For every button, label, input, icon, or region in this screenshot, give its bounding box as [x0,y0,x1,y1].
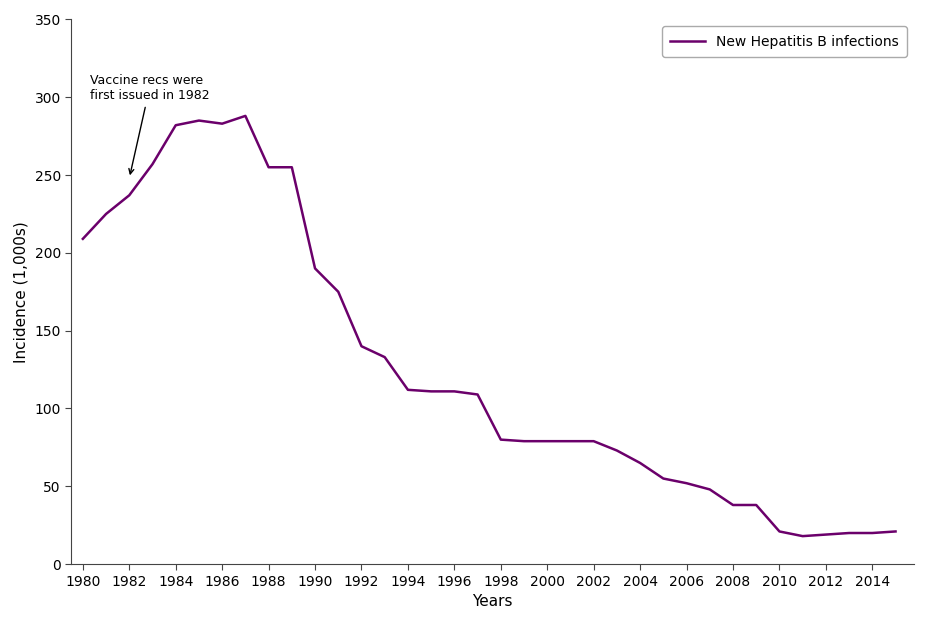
X-axis label: Years: Years [472,594,513,609]
Y-axis label: Incidence (1,000s): Incidence (1,000s) [14,221,29,363]
Text: Vaccine recs were
first issued in 1982: Vaccine recs were first issued in 1982 [90,74,210,174]
Legend: New Hepatitis B infections: New Hepatitis B infections [661,26,907,57]
